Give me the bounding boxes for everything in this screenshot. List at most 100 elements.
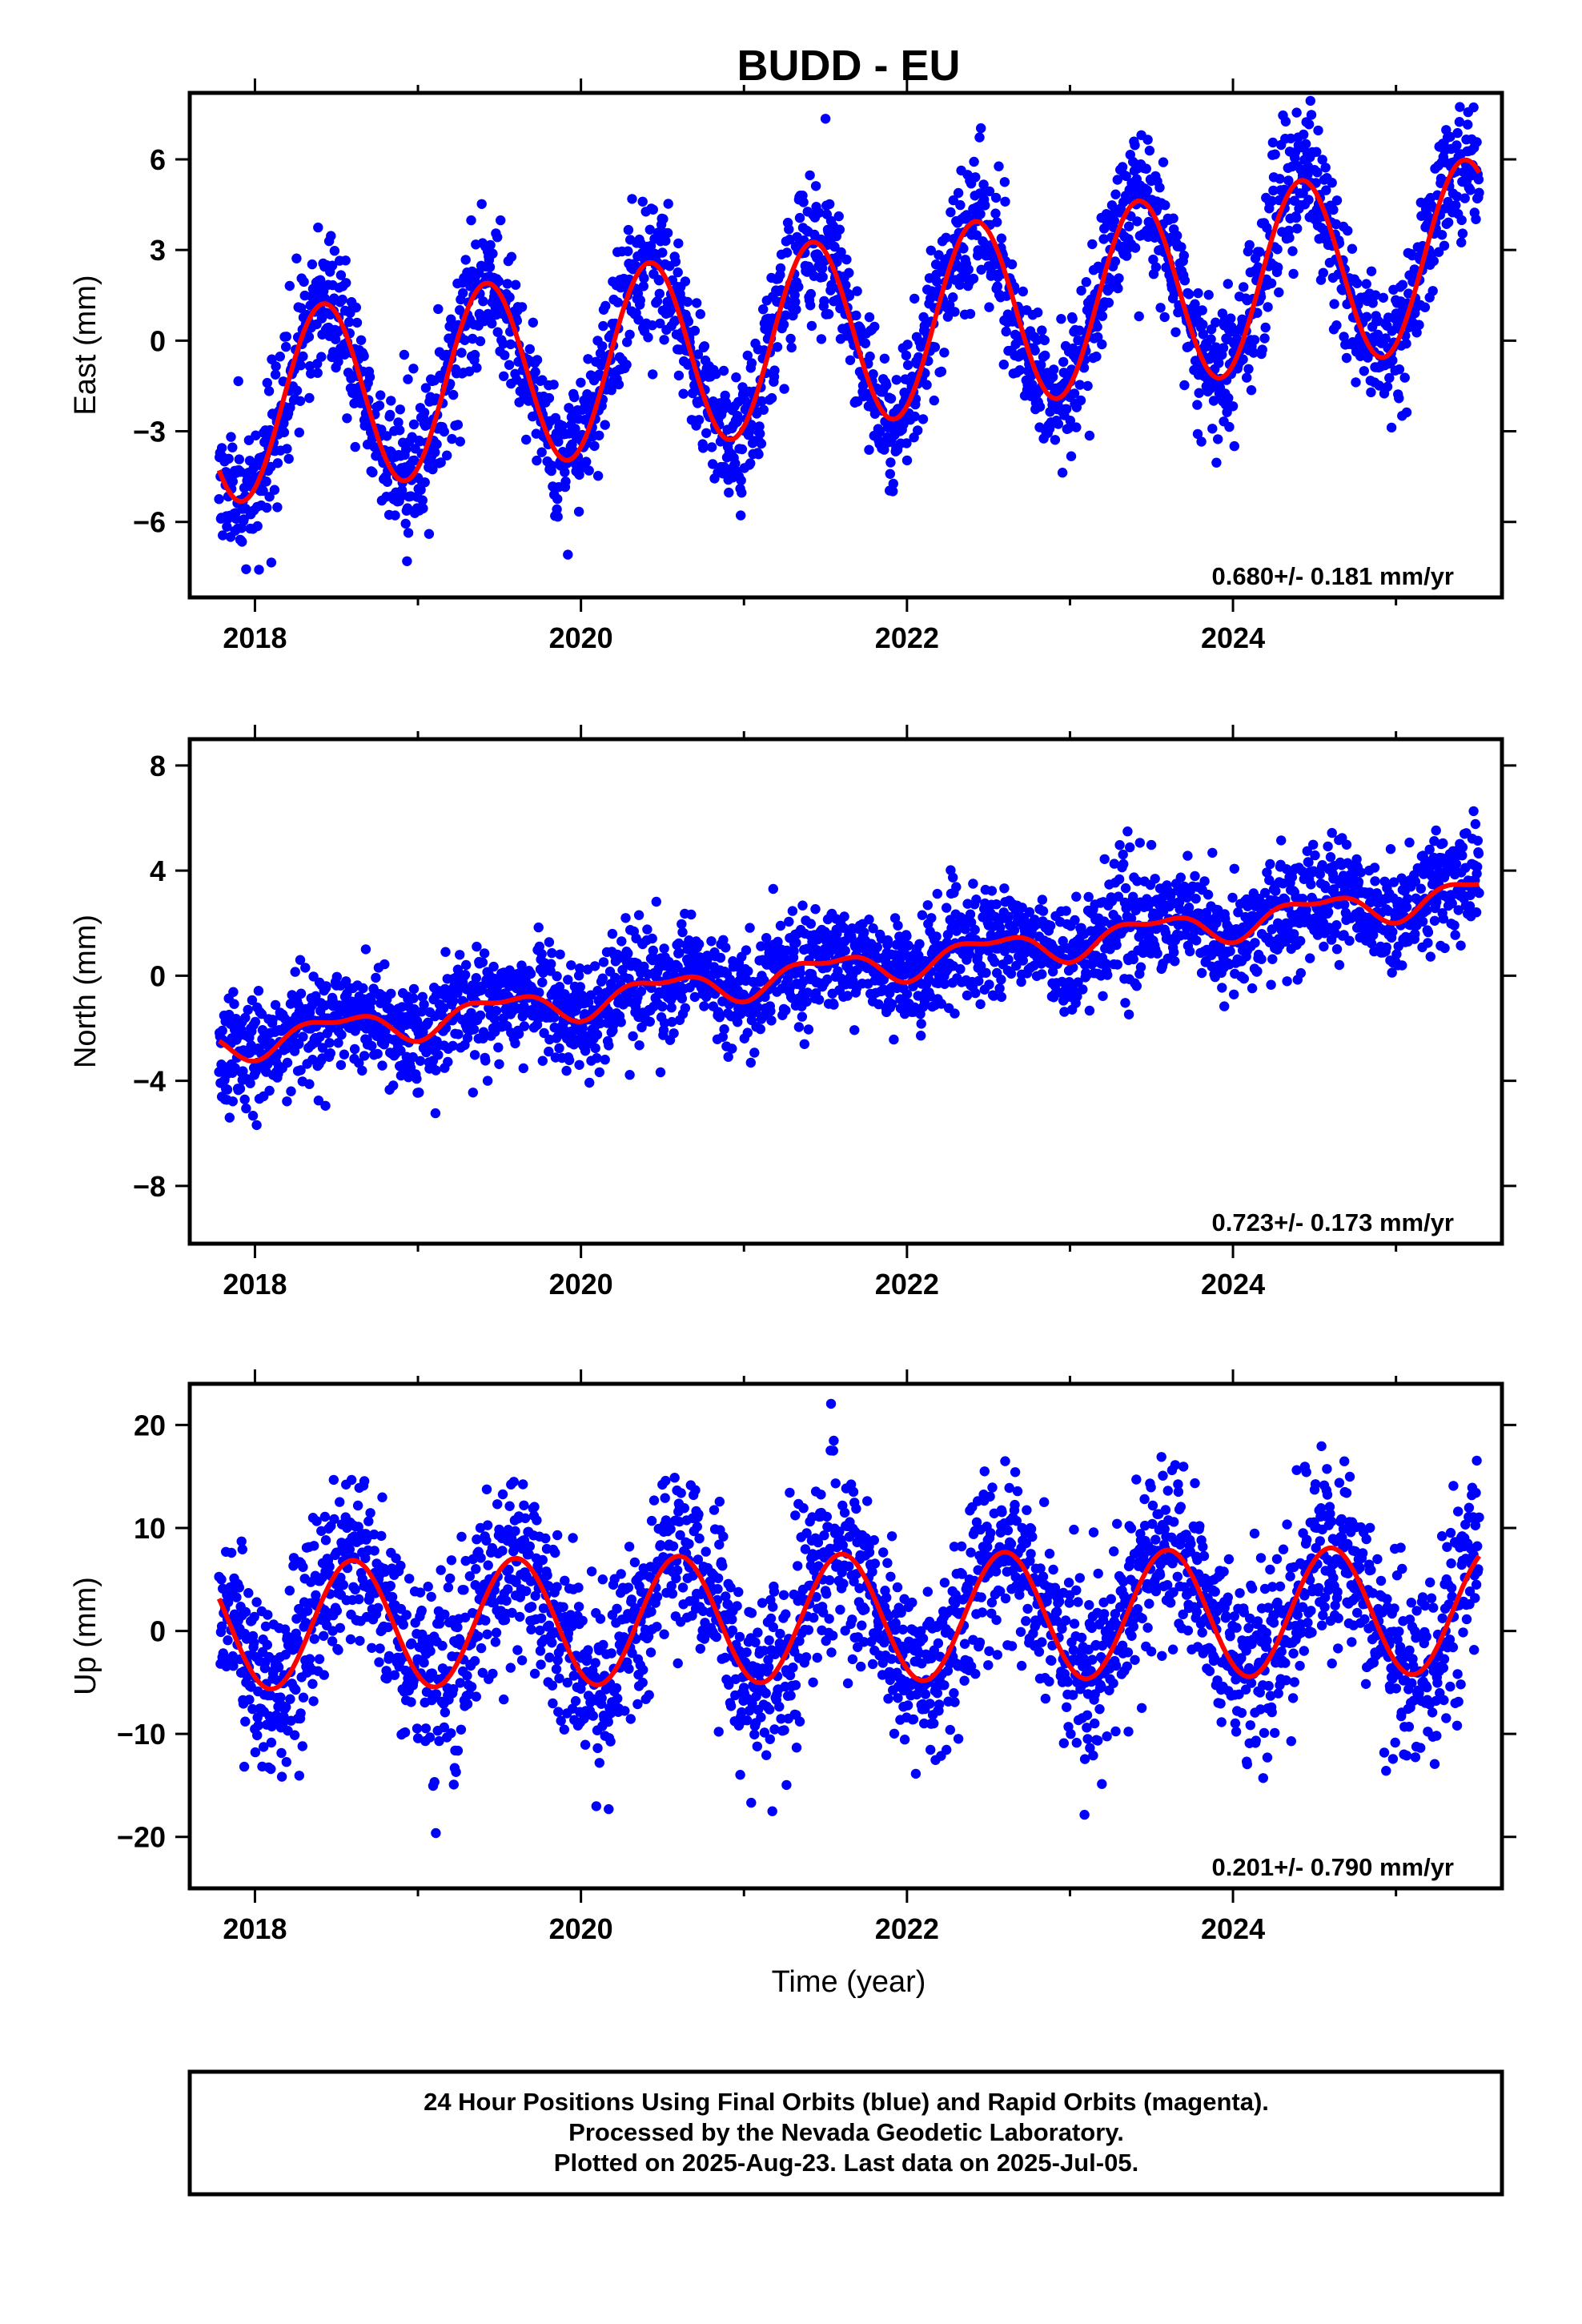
data-point [261, 476, 271, 487]
data-point [1010, 329, 1021, 340]
data-point [1112, 959, 1123, 970]
data-point [1047, 967, 1058, 977]
data-point [816, 334, 827, 344]
data-point [779, 384, 789, 394]
data-point [823, 309, 834, 320]
data-point [1073, 977, 1083, 987]
data-point [317, 1043, 328, 1053]
data-point [433, 304, 444, 315]
data-point [958, 243, 969, 254]
data-point [968, 879, 978, 889]
data-point [1452, 140, 1462, 151]
data-point [1154, 183, 1165, 193]
data-point [563, 975, 573, 985]
data-point [825, 199, 835, 210]
data-point [580, 1046, 591, 1056]
data-point [1384, 372, 1395, 384]
data-point [282, 444, 292, 454]
data-point [1315, 869, 1326, 879]
data-point [737, 488, 747, 498]
data-point [386, 988, 396, 999]
data-point [978, 179, 989, 190]
data-point [652, 296, 663, 307]
data-point [781, 247, 793, 258]
data-point [1300, 139, 1311, 149]
data-point [1331, 944, 1343, 955]
data-point [1387, 355, 1398, 366]
data-point [267, 1015, 278, 1025]
data-point [849, 1025, 860, 1035]
data-point [994, 983, 1005, 994]
data-point [741, 945, 752, 955]
data-point [616, 936, 627, 947]
data-point [1370, 290, 1381, 300]
data-point [359, 351, 369, 361]
data-point [382, 476, 392, 487]
data-point [607, 928, 618, 939]
data-point [791, 938, 801, 948]
data-point [448, 1040, 458, 1051]
data-point [395, 404, 405, 415]
data-point [1308, 839, 1319, 850]
data-point [885, 468, 896, 479]
data-point [802, 987, 813, 998]
data-point [1182, 850, 1193, 861]
data-point [1347, 870, 1359, 881]
data-point [241, 564, 251, 574]
data-point [466, 215, 476, 226]
data-point [1206, 334, 1216, 344]
data-point [1036, 360, 1046, 370]
data-point [1382, 381, 1393, 392]
data-point [432, 439, 442, 449]
data-point [286, 1086, 296, 1096]
data-point [775, 920, 786, 931]
data-point [228, 987, 239, 997]
data-point [1121, 903, 1131, 914]
data-point [592, 1053, 602, 1063]
data-point [1198, 320, 1208, 330]
data-point [965, 308, 976, 320]
data-point [1053, 419, 1064, 429]
data-point [785, 333, 796, 344]
data-point [403, 528, 414, 538]
data-point [493, 276, 504, 287]
data-point [385, 409, 396, 420]
data-point [468, 1088, 478, 1098]
data-point [1072, 991, 1082, 1002]
data-point [756, 438, 767, 449]
data-point [885, 393, 897, 404]
data-point [1101, 959, 1111, 969]
data-point [423, 1017, 433, 1028]
data-point [1419, 302, 1431, 312]
data-point [575, 982, 585, 992]
data-point [766, 392, 777, 404]
data-point [552, 504, 562, 515]
data-point [749, 1047, 760, 1058]
data-point [350, 441, 360, 452]
data-point [790, 296, 801, 308]
data-point [868, 923, 878, 934]
data-point [1218, 343, 1229, 353]
data-point [948, 292, 958, 303]
data-point [1473, 174, 1484, 185]
data-point [510, 1038, 520, 1049]
data-point [931, 931, 942, 942]
data-point [1196, 967, 1207, 979]
data-point [456, 348, 467, 358]
data-point [393, 417, 404, 428]
data-point [1275, 174, 1285, 184]
data-point [1227, 401, 1239, 412]
data-point [1074, 380, 1086, 390]
data-point [1292, 223, 1303, 234]
data-point [968, 273, 979, 284]
data-point [492, 327, 503, 337]
data-point [733, 1017, 743, 1027]
data-point [552, 971, 562, 982]
data-point [1427, 286, 1438, 296]
data-point [766, 1015, 777, 1026]
data-point [386, 396, 396, 406]
data-point [351, 317, 363, 328]
data-point [1084, 430, 1095, 441]
